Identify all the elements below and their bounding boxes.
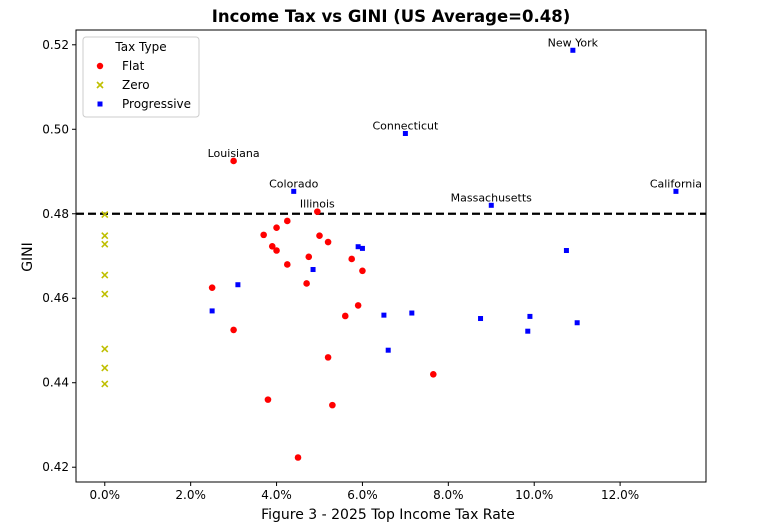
point-flat xyxy=(230,326,237,334)
point-progressive xyxy=(310,267,316,273)
x-tick-label: 6.0% xyxy=(347,488,378,502)
x-tick-label: 2.0% xyxy=(175,488,206,502)
point-zero-stroke xyxy=(101,364,109,372)
point-progressive xyxy=(570,47,576,53)
point-flat xyxy=(273,247,280,254)
point-flat xyxy=(264,396,272,403)
x-tick-label: 0.0% xyxy=(90,488,121,502)
point-flat xyxy=(329,401,336,409)
point-flat xyxy=(430,370,437,378)
y-axis-label: GINI xyxy=(20,242,36,272)
legend-label-progressive: Progressive xyxy=(122,97,191,111)
chart-title: Income Tax vs GINI (US Average=0.48) xyxy=(212,7,571,26)
point-progressive xyxy=(209,308,215,314)
point-flat xyxy=(273,224,280,231)
point-zero-stroke xyxy=(101,232,109,240)
point-zero xyxy=(101,211,109,219)
point-zero-stroke xyxy=(101,271,109,279)
point-flat xyxy=(268,242,276,250)
point-flat xyxy=(316,232,323,240)
point-flat xyxy=(324,238,332,246)
point-zero xyxy=(101,232,109,240)
point-progressive xyxy=(574,320,580,326)
point-progressive xyxy=(355,244,361,250)
y-tick-label: 0.42 xyxy=(42,460,69,474)
point-zero xyxy=(101,271,109,279)
point-flat xyxy=(359,267,366,275)
point-flat xyxy=(354,302,362,309)
y-axis-ticks: 0.42 0.44 0.46 0.48 0.50 0.52 xyxy=(42,38,76,474)
legend-label-flat: Flat xyxy=(122,59,145,73)
point-progressive xyxy=(402,130,408,136)
point-progressive xyxy=(291,188,297,194)
point-flat xyxy=(348,255,356,263)
point-progressive xyxy=(527,313,533,319)
point-flat xyxy=(283,261,291,268)
point-zero xyxy=(101,364,109,372)
point-progressive xyxy=(359,245,365,251)
annotation-label: California xyxy=(650,177,702,190)
x-tick-label: 12.0% xyxy=(601,488,639,502)
point-flat xyxy=(294,454,302,461)
annotation-label: Louisiana xyxy=(208,147,260,160)
annotation-label: Illinois xyxy=(300,198,335,211)
y-tick-label: 0.48 xyxy=(42,207,69,221)
point-flat xyxy=(283,217,291,225)
x-tick-label: 10.0% xyxy=(515,488,553,502)
point-zero-stroke xyxy=(101,345,109,353)
legend-marker-progressive xyxy=(97,101,103,107)
point-zero-stroke xyxy=(101,240,109,248)
legend-box xyxy=(82,36,200,118)
point-flat xyxy=(314,208,321,215)
point-progressive xyxy=(409,310,415,316)
annotation-label: Massachusetts xyxy=(451,191,533,204)
legend-title: Tax Type xyxy=(114,40,166,54)
annotation-label: New York xyxy=(548,36,599,49)
point-zero xyxy=(101,240,109,248)
legend-label-zero: Zero xyxy=(122,78,150,92)
point-flat xyxy=(324,354,332,361)
y-tick-label: 0.44 xyxy=(42,376,69,390)
annotation-label: Colorado xyxy=(269,177,318,190)
legend-marker-flat xyxy=(96,62,104,70)
point-zero xyxy=(101,290,109,298)
annotation-label: Connecticut xyxy=(372,119,439,132)
point-progressive xyxy=(563,248,569,254)
y-tick-label: 0.50 xyxy=(42,122,69,136)
x-axis-label: Figure 3 - 2025 Top Income Tax Rate xyxy=(261,507,515,523)
point-zero xyxy=(101,345,109,353)
point-progressive xyxy=(673,188,679,194)
x-axis-ticks: 0.0% 2.0% 4.0% 6.0% 8.0% 10.0% 12.0% xyxy=(90,482,639,502)
y-tick-label: 0.52 xyxy=(42,38,69,52)
state-annotations: New York Connecticut Louisiana Colorado Cali… xyxy=(208,36,702,210)
x-tick-label: 8.0% xyxy=(433,488,464,502)
point-zero-stroke xyxy=(101,211,109,219)
point-zero-stroke xyxy=(101,290,109,298)
point-progressive xyxy=(488,202,494,208)
point-progressive xyxy=(478,316,484,322)
point-flat xyxy=(305,253,313,261)
point-flat xyxy=(208,284,216,291)
legend-marker-zero xyxy=(96,81,104,89)
point-flat xyxy=(260,231,267,239)
point-zero-stroke xyxy=(101,380,109,388)
point-progressive xyxy=(381,312,387,318)
point-flat xyxy=(303,280,310,287)
data-points xyxy=(101,47,679,461)
point-progressive xyxy=(525,328,531,334)
point-progressive xyxy=(235,282,241,288)
point-progressive xyxy=(385,347,391,353)
plot-area-frame xyxy=(75,29,707,483)
point-zero xyxy=(101,380,109,388)
x-tick-label: 4.0% xyxy=(261,488,292,502)
legend: Tax Type Flat Zero Progressive xyxy=(82,36,200,118)
point-flat xyxy=(230,157,237,165)
y-tick-label: 0.46 xyxy=(42,291,69,305)
point-flat xyxy=(341,312,349,320)
